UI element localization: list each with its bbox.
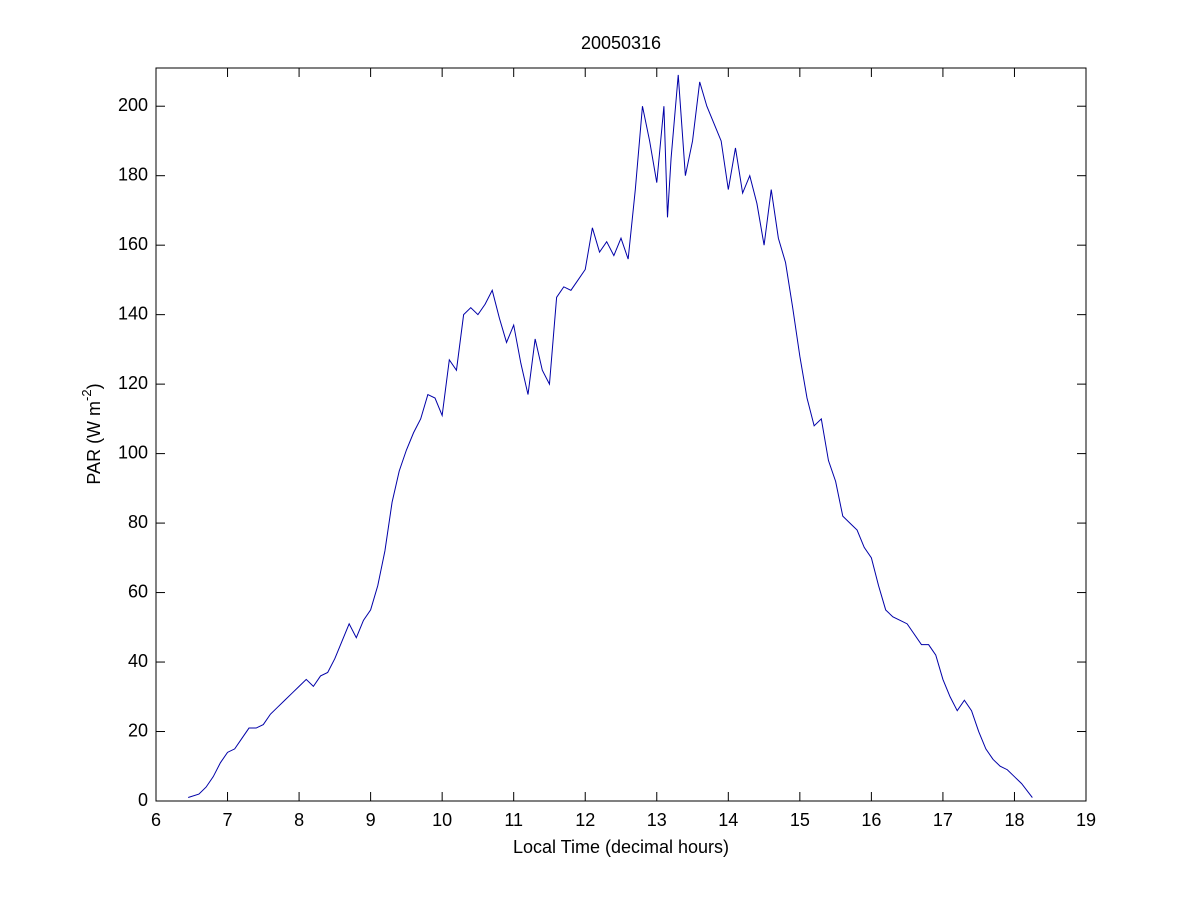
y-axis-label: PAR (W m-2) (79, 383, 103, 484)
x-tick-label: 14 (718, 810, 738, 830)
x-tick-label: 16 (861, 810, 881, 830)
x-tick-label: 15 (790, 810, 810, 830)
x-tick-label: 19 (1076, 810, 1096, 830)
x-tick-label: 17 (933, 810, 953, 830)
y-tick-label: 160 (118, 234, 148, 254)
y-tick-label: 40 (128, 651, 148, 671)
y-tick-label: 140 (118, 303, 148, 323)
y-tick-label: 100 (118, 442, 148, 462)
y-tick-label: 200 (118, 95, 148, 115)
x-tick-label: 10 (432, 810, 452, 830)
y-tick-label: 80 (128, 512, 148, 532)
x-tick-label: 6 (151, 810, 161, 830)
y-tick-label: 20 (128, 720, 148, 740)
x-tick-label: 13 (647, 810, 667, 830)
chart-title: 20050316 (581, 33, 661, 53)
x-tick-label: 18 (1004, 810, 1024, 830)
x-tick-label: 11 (504, 810, 523, 830)
x-tick-label: 7 (223, 810, 233, 830)
y-tick-label: 120 (118, 373, 148, 393)
x-tick-label: 8 (294, 810, 304, 830)
y-tick-label: 60 (128, 581, 148, 601)
x-tick-label: 9 (366, 810, 376, 830)
y-axis-label-superscript: -2 (79, 389, 94, 401)
x-tick-label: 12 (575, 810, 595, 830)
y-axis-label-text: PAR (W m (84, 401, 104, 485)
y-axis-label-text: ) (84, 383, 104, 389)
y-tick-label: 180 (118, 164, 148, 184)
y-tick-label: 0 (138, 790, 148, 810)
data-line (188, 74, 1033, 799)
x-axis-label: Local Time (decimal hours) (513, 837, 729, 857)
plot-frame (155, 67, 1087, 802)
